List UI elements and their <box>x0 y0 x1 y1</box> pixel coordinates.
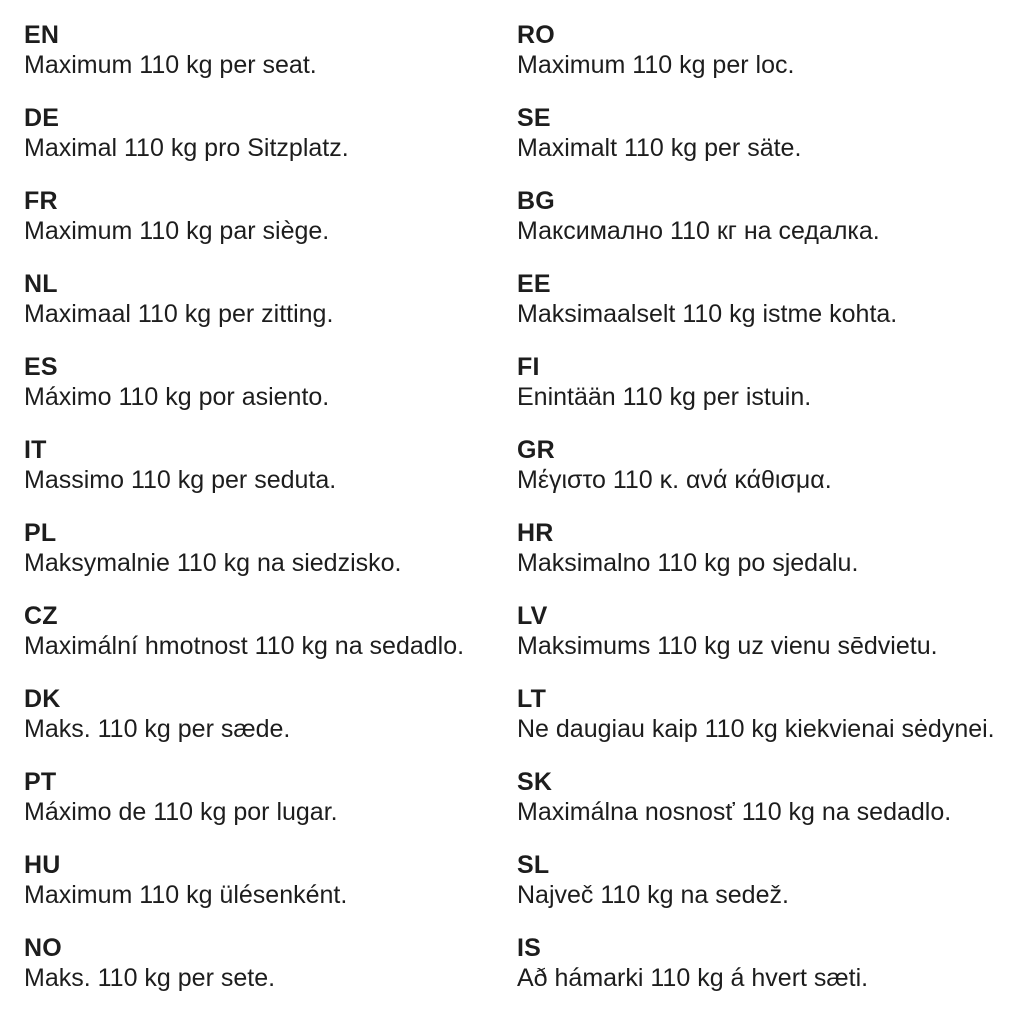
language-code: PT <box>24 768 57 796</box>
language-entry-lv: LV Maksimums 110 kg uz vienu sēdvietu. <box>517 601 1024 661</box>
language-entry-fr: FR Maximum 110 kg par siège. <box>24 186 517 246</box>
column-right: RO Maximum 110 kg per loc. SE Maximalt 1… <box>517 20 1024 1024</box>
language-code: EN <box>24 21 60 49</box>
translation-text: Máximo de 110 kg por lugar. <box>24 798 338 826</box>
translation-text: Að hámarki 110 kg á hvert sæti. <box>517 964 869 992</box>
language-code: LV <box>517 602 548 630</box>
language-entry-hr: HR Maksimalno 110 kg po sjedalu. <box>517 518 1024 578</box>
language-entry-fi: FI Enintään 110 kg per istuin. <box>517 352 1024 412</box>
language-entry-hu: HU Maximum 110 kg ülésenként. <box>24 850 517 910</box>
language-entry-nl: NL Maximaal 110 kg per zitting. <box>24 269 517 329</box>
language-code: FR <box>24 187 58 215</box>
language-code: FI <box>517 353 540 381</box>
translation-text: Maximálna nosnosť 110 kg na sedadlo. <box>517 798 952 826</box>
language-entry-is: IS Að hámarki 110 kg á hvert sæti. <box>517 933 1024 993</box>
language-entry-sl: SL Največ 110 kg na sedež. <box>517 850 1024 910</box>
language-entry-es: ES Máximo 110 kg por asiento. <box>24 352 517 412</box>
language-code: DE <box>24 104 60 132</box>
language-entry-lt: LT Ne daugiau kaip 110 kg kiekvienai sėd… <box>517 684 1024 744</box>
language-code: SK <box>517 768 553 796</box>
translation-text: Maksimaalselt 110 kg istme kohta. <box>517 300 898 328</box>
language-code: HR <box>517 519 554 547</box>
language-code: SE <box>517 104 551 132</box>
translation-text: Največ 110 kg na sedež. <box>517 881 789 909</box>
language-code: NO <box>24 934 62 962</box>
translation-text: Maximum 110 kg per loc. <box>517 51 795 79</box>
translation-text: Maks. 110 kg per sæde. <box>24 715 291 743</box>
language-code: ES <box>24 353 58 381</box>
language-entry-no: NO Maks. 110 kg per sete. <box>24 933 517 993</box>
language-code: PL <box>24 519 57 547</box>
language-code: RO <box>517 21 555 49</box>
translation-text: Maximaal 110 kg per zitting. <box>24 300 334 328</box>
translation-text: Máximo 110 kg por asiento. <box>24 383 330 411</box>
language-entry-cz: CZ Maximální hmotnost 110 kg na sedadlo. <box>24 601 517 661</box>
translation-text: Μέγιστο 110 κ. ανά κάθισμα. <box>517 466 832 494</box>
language-entry-en: EN Maximum 110 kg per seat. <box>24 20 517 80</box>
language-code: HU <box>24 851 61 879</box>
translation-text: Maksimums 110 kg uz vienu sēdvietu. <box>517 632 938 660</box>
column-left: EN Maximum 110 kg per seat. DE Maximal 1… <box>24 20 517 1024</box>
language-code: DK <box>24 685 61 713</box>
translation-text: Enintään 110 kg per istuin. <box>517 383 812 411</box>
language-entry-pt: PT Máximo de 110 kg por lugar. <box>24 767 517 827</box>
translation-text: Maximalt 110 kg per säte. <box>517 134 802 162</box>
translation-text: Maximum 110 kg per seat. <box>24 51 317 79</box>
language-entry-it: IT Massimo 110 kg per seduta. <box>24 435 517 495</box>
language-code: EE <box>517 270 551 298</box>
language-entry-ee: EE Maksimaalselt 110 kg istme kohta. <box>517 269 1024 329</box>
language-code: IT <box>24 436 47 464</box>
language-entry-pl: PL Maksymalnie 110 kg na siedzisko. <box>24 518 517 578</box>
language-entry-dk: DK Maks. 110 kg per sæde. <box>24 684 517 744</box>
translation-text: Maks. 110 kg per sete. <box>24 964 276 992</box>
translation-text: Ne daugiau kaip 110 kg kiekvienai sėdyne… <box>517 715 995 743</box>
language-code: IS <box>517 934 542 962</box>
translation-text: Maximal 110 kg pro Sitzplatz. <box>24 134 349 162</box>
language-code: BG <box>517 187 555 215</box>
language-entry-se: SE Maximalt 110 kg per säte. <box>517 103 1024 163</box>
language-code: NL <box>24 270 58 298</box>
translation-text: Maximum 110 kg ülésenként. <box>24 881 348 909</box>
translation-text: Maksymalnie 110 kg na siedzisko. <box>24 549 402 577</box>
language-code: LT <box>517 685 547 713</box>
translation-text: Maximum 110 kg par siège. <box>24 217 330 245</box>
translation-text: Максимално 110 кг на седалка. <box>517 217 880 245</box>
translation-text: Massimo 110 kg per seduta. <box>24 466 337 494</box>
language-code: SL <box>517 851 550 879</box>
translation-text: Maximální hmotnost 110 kg na sedadlo. <box>24 632 465 660</box>
language-entry-bg: BG Максимално 110 кг на седалка. <box>517 186 1024 246</box>
language-entry-gr: GR Μέγιστο 110 κ. ανά κάθισμα. <box>517 435 1024 495</box>
language-entry-ro: RO Maximum 110 kg per loc. <box>517 20 1024 80</box>
language-code: CZ <box>24 602 58 630</box>
translation-text: Maksimalno 110 kg po sjedalu. <box>517 549 859 577</box>
language-entry-sk: SK Maximálna nosnosť 110 kg na sedadlo. <box>517 767 1024 827</box>
language-code: GR <box>517 436 555 464</box>
language-entry-de: DE Maximal 110 kg pro Sitzplatz. <box>24 103 517 163</box>
